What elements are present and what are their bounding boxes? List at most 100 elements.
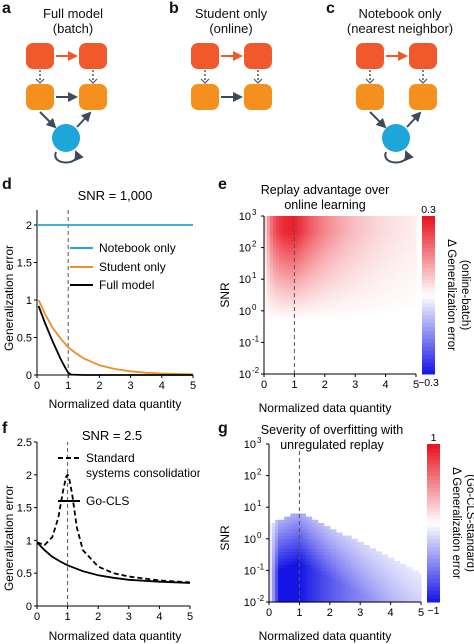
- series-line-2: [37, 305, 193, 376]
- heatmap-cell: [399, 570, 404, 575]
- heatmap-cell: [335, 564, 340, 568]
- heatmap-cell: [326, 545, 331, 549]
- heatmap-cell: [269, 579, 273, 584]
- heatmap-cell: [394, 219, 399, 223]
- heatmap-cell: [355, 307, 359, 312]
- heatmap-cell: [326, 586, 331, 590]
- colorbar-step: [422, 239, 435, 245]
- heatmap-cell: [315, 307, 320, 312]
- heatmap-cell: [352, 295, 356, 299]
- heatmap-cell: [376, 282, 381, 287]
- heatmap-cell: [355, 285, 359, 290]
- heatmap-cell: [323, 592, 328, 597]
- heatmap-cell: [275, 564, 279, 568]
- heatmap-cell: [312, 276, 317, 280]
- heatmap-cell: [341, 589, 346, 594]
- heatmap-cell: [294, 269, 299, 274]
- heatmap-cell: [402, 589, 407, 594]
- heatmap-cell: [387, 589, 392, 594]
- y-tick-label: 10: [239, 274, 251, 286]
- heatmap-cell: [379, 304, 384, 309]
- heatmap-cell: [363, 557, 367, 562]
- heatmap-cell: [305, 557, 310, 562]
- x-tick-label: 5: [190, 380, 196, 392]
- heatmap-cell: [382, 244, 387, 249]
- heatmap-cell: [336, 291, 341, 296]
- heatmap-cell: [346, 238, 350, 242]
- heatmap-cell: [279, 225, 283, 230]
- heatmap-cell: [312, 285, 317, 290]
- heatmap-cell: [394, 301, 399, 306]
- heatmap-cell: [390, 564, 395, 568]
- heatmap-cell: [405, 598, 410, 603]
- heatmap-cell: [326, 548, 331, 553]
- heatmap-cell: [303, 282, 308, 287]
- heatmap-cell: [290, 595, 294, 600]
- heatmap-cell: [321, 257, 326, 261]
- heatmap-cell: [406, 216, 411, 220]
- heatmap-cell: [276, 279, 280, 283]
- heatmap-cell: [361, 241, 365, 246]
- heatmap-cell: [267, 257, 271, 261]
- heatmap-cell: [393, 567, 398, 571]
- heatmap-cell: [385, 260, 390, 264]
- heatmap-cell: [293, 583, 297, 587]
- heatmap-cell: [278, 560, 282, 565]
- heatmap-cell: [382, 260, 387, 264]
- heatmap-cell: [314, 579, 319, 584]
- heatmap-cell: [278, 529, 282, 534]
- heatmap-cell: [382, 225, 387, 230]
- heatmap-cell: [349, 298, 353, 302]
- panel-d-letter: d: [2, 176, 12, 193]
- heatmap-cell: [267, 244, 271, 249]
- heatmap-cell: [352, 288, 356, 293]
- heatmap-cell: [357, 545, 361, 549]
- heatmap-cell: [300, 288, 305, 293]
- heatmap-cell: [338, 583, 343, 587]
- heatmap-cell: [284, 570, 288, 575]
- heatmap-cell: [349, 222, 353, 227]
- heatmap-cell: [391, 285, 396, 290]
- heatmap-cell: [358, 276, 362, 280]
- heatmap-cell: [333, 222, 338, 227]
- heatmap-cell: [300, 231, 305, 236]
- heatmap-cell: [364, 216, 368, 220]
- heatmap-cell: [358, 272, 362, 277]
- chart-f-xlabel: Normalized data quantity: [49, 629, 182, 643]
- heatmap-cell: [273, 285, 277, 290]
- colorbar-step: [427, 594, 440, 599]
- heatmap-cell: [321, 234, 326, 239]
- heatmap-cell: [394, 225, 399, 230]
- heatmap-cell: [273, 272, 277, 277]
- heatmap-cell: [370, 247, 375, 252]
- colorbar-step: [422, 370, 435, 375]
- heatmap-cell: [302, 548, 307, 553]
- heatmap-cell: [336, 250, 341, 255]
- heatmap-cell: [349, 291, 353, 296]
- heatmap-cell: [311, 583, 316, 587]
- heatmap-cell: [317, 595, 322, 600]
- heatmap-cell: [291, 313, 295, 318]
- heatmap-cell: [393, 583, 398, 587]
- x-tick-label: 2: [95, 611, 101, 623]
- heatmap-cell: [409, 247, 414, 252]
- heatmap-cell: [394, 279, 399, 283]
- heatmap-cell: [267, 285, 271, 290]
- heatmap-cell: [349, 307, 353, 312]
- heatmap-cell: [408, 595, 413, 600]
- heatmap-cell: [343, 285, 347, 290]
- heatmap-cell: [375, 576, 380, 581]
- heatmap-cell: [367, 219, 371, 223]
- heatmap-cell: [287, 583, 291, 587]
- heatmap-cell: [372, 592, 376, 597]
- heatmap-cell: [340, 272, 344, 277]
- student-input-node: [356, 84, 384, 110]
- heatmap-cell: [373, 216, 378, 220]
- heatmap-cell: [276, 225, 280, 230]
- heatmap-cell: [312, 272, 317, 277]
- heatmap-cell: [360, 557, 364, 562]
- heatmap-cell: [340, 225, 344, 230]
- heatmap-cell: [400, 257, 405, 261]
- heatmap-cell: [375, 573, 380, 578]
- heatmap-cell: [412, 288, 417, 293]
